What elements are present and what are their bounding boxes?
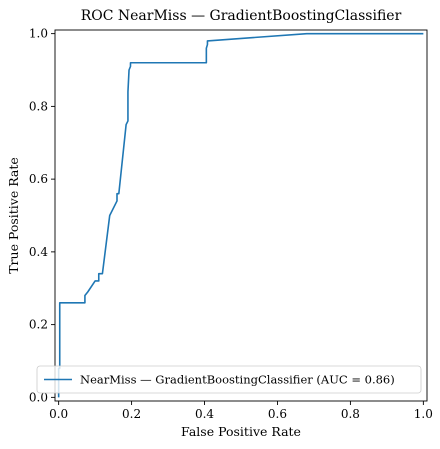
y-axis-label: True Positive Rate bbox=[6, 157, 21, 274]
y-tick-label: 0.2 bbox=[29, 318, 48, 332]
x-tick-label: 0.0 bbox=[49, 407, 68, 421]
y-tick-label: 0.0 bbox=[29, 390, 48, 404]
y-tick-label: 0.6 bbox=[29, 172, 48, 186]
y-axis: 0.0 0.2 0.4 0.6 0.8 1.0 bbox=[29, 27, 55, 404]
y-tick-label: 0.4 bbox=[29, 245, 48, 259]
y-tick-label: 0.8 bbox=[29, 99, 48, 113]
x-tick-label: 1.0 bbox=[414, 407, 433, 421]
legend-entry: NearMiss — GradientBoostingClassifier (A… bbox=[80, 373, 395, 387]
x-tick-label: 0.2 bbox=[122, 407, 141, 421]
x-tick-label: 0.6 bbox=[268, 407, 287, 421]
roc-curve bbox=[57, 32, 424, 398]
y-tick-label: 1.0 bbox=[29, 27, 48, 41]
x-tick-label: 0.4 bbox=[195, 407, 214, 421]
chart-title: ROC NearMiss — GradientBoostingClassifie… bbox=[81, 8, 402, 24]
x-tick-label: 0.8 bbox=[341, 407, 360, 421]
legend-box bbox=[36, 365, 422, 394]
x-axis-label: False Positive Rate bbox=[181, 424, 301, 439]
legend: NearMiss — GradientBoostingClassifier (A… bbox=[36, 365, 422, 394]
plot-area bbox=[55, 30, 427, 401]
plot-frame bbox=[54, 29, 428, 402]
x-axis: 0.0 0.2 0.4 0.6 0.8 1.0 bbox=[49, 401, 433, 421]
